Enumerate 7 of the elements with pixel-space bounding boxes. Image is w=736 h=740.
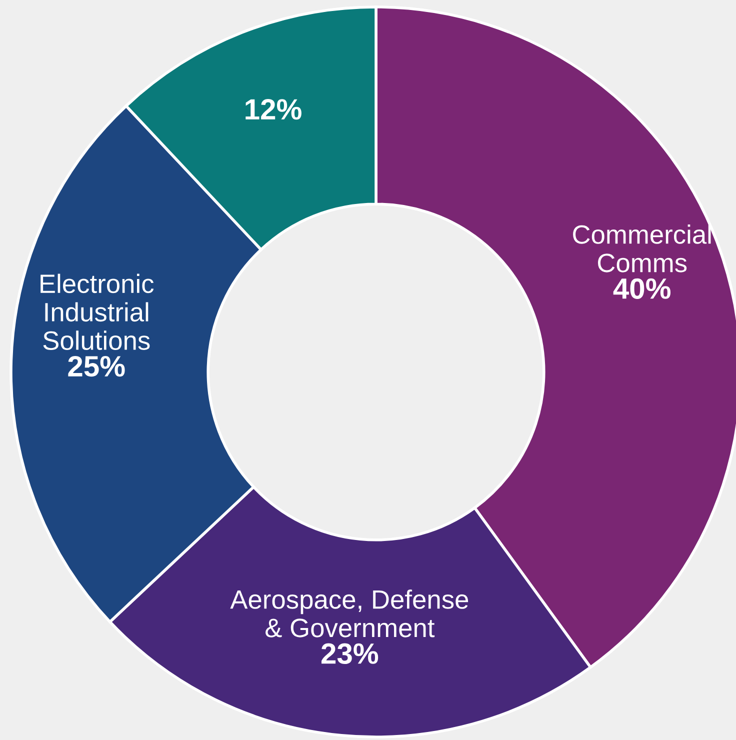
data-label: 40% bbox=[613, 278, 670, 299]
slice-label: Commercial Comms bbox=[573, 224, 711, 272]
data-label: 25% bbox=[68, 356, 125, 377]
data-label: 23% bbox=[321, 643, 378, 664]
slice-label: Electronic Industrial Solutions bbox=[40, 274, 154, 350]
data-label: 12% bbox=[246, 99, 302, 120]
slice-label: Aerospace, Defense & Government bbox=[230, 590, 468, 638]
